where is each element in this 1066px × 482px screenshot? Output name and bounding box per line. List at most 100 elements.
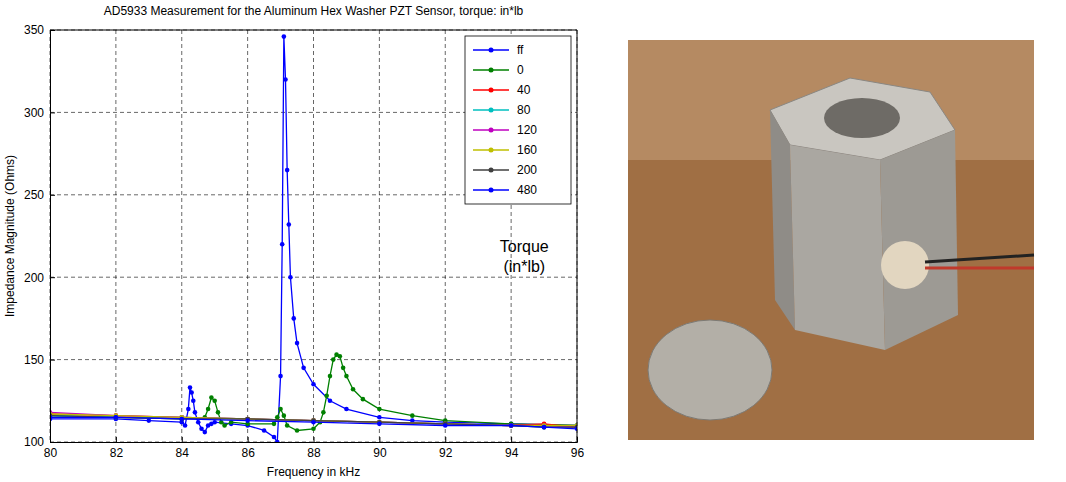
y-tick: 150 bbox=[24, 353, 55, 367]
legend-box bbox=[465, 36, 571, 204]
series-marker bbox=[179, 417, 184, 422]
series-marker bbox=[291, 316, 296, 321]
legend-marker bbox=[489, 48, 494, 53]
legend-marker bbox=[489, 168, 494, 173]
series-marker bbox=[542, 425, 547, 430]
photo-background bbox=[628, 40, 1034, 440]
x-axis-line bbox=[51, 437, 578, 443]
grid-line-x bbox=[379, 30, 380, 442]
y-tick-label: 250 bbox=[24, 188, 44, 202]
grid-line-x bbox=[445, 30, 446, 442]
y-axis-line bbox=[51, 31, 56, 443]
series-marker bbox=[282, 413, 287, 418]
y-tick-mark bbox=[50, 442, 55, 443]
x-tick-label: 82 bbox=[110, 446, 124, 460]
x-tick-mark bbox=[248, 437, 249, 442]
legend-label: 80 bbox=[517, 103, 531, 117]
series-marker bbox=[188, 385, 193, 390]
series-marker bbox=[288, 275, 293, 280]
photo-wall bbox=[628, 40, 1034, 160]
series-marker bbox=[285, 423, 290, 428]
x-tick-label: 80 bbox=[44, 446, 58, 460]
x-tick-label: 92 bbox=[439, 446, 453, 460]
legend-marker bbox=[489, 68, 494, 73]
y-tick-label: 100 bbox=[24, 435, 44, 449]
y-tick-label: 350 bbox=[24, 23, 44, 37]
y-tick-mark bbox=[50, 277, 55, 278]
hex-side bbox=[770, 110, 795, 330]
series-marker bbox=[179, 417, 184, 422]
series-marker bbox=[191, 399, 196, 404]
series-marker bbox=[285, 168, 290, 173]
grid-line-x bbox=[577, 30, 578, 442]
x-tick: 88 bbox=[307, 437, 321, 460]
y-tick-label: 300 bbox=[24, 106, 44, 120]
series-marker bbox=[410, 413, 415, 418]
y-tick-mark bbox=[50, 360, 55, 361]
x-tick: 82 bbox=[110, 437, 124, 460]
series-marker bbox=[272, 422, 277, 427]
y-axis-title: Impedance Magnitude (Ohms) bbox=[3, 155, 17, 317]
series-marker bbox=[189, 390, 194, 395]
x-tick: 92 bbox=[439, 437, 453, 460]
series-marker bbox=[216, 410, 221, 415]
series-group bbox=[50, 34, 577, 442]
series-marker bbox=[206, 407, 211, 412]
series-marker bbox=[311, 382, 316, 387]
series-marker bbox=[341, 366, 346, 371]
series-marker bbox=[245, 418, 250, 423]
legend-label: 0 bbox=[517, 63, 524, 77]
series-line bbox=[50, 414, 577, 426]
series-marker bbox=[283, 77, 288, 82]
series-marker bbox=[209, 395, 214, 400]
y-tick: 250 bbox=[24, 188, 55, 202]
legend-marker bbox=[489, 188, 494, 193]
hex-hole bbox=[824, 98, 900, 138]
series-marker bbox=[212, 420, 217, 425]
grid-line-y bbox=[50, 359, 577, 360]
x-tick-label: 96 bbox=[571, 446, 585, 460]
series-marker bbox=[114, 415, 119, 420]
grid-line-x bbox=[181, 30, 182, 442]
series-marker bbox=[262, 428, 267, 433]
x-tick: 90 bbox=[373, 437, 387, 460]
annotation: Torque bbox=[500, 238, 549, 255]
series-line bbox=[50, 37, 577, 442]
series-marker bbox=[344, 407, 349, 412]
legend-label: 160 bbox=[517, 143, 537, 157]
y-tick: 100 bbox=[24, 435, 55, 449]
series-marker bbox=[295, 341, 300, 346]
series-marker bbox=[280, 242, 285, 247]
series-marker bbox=[179, 417, 184, 422]
series-marker bbox=[377, 415, 382, 420]
series-marker bbox=[443, 423, 448, 428]
series-marker bbox=[509, 423, 514, 428]
series-marker bbox=[183, 423, 188, 428]
series-marker bbox=[331, 357, 336, 362]
x-tick: 86 bbox=[241, 437, 255, 460]
x-tick-mark bbox=[314, 437, 315, 442]
series-marker bbox=[114, 415, 119, 420]
series-marker bbox=[278, 407, 283, 412]
frame bbox=[50, 30, 577, 31]
series-marker bbox=[344, 374, 349, 379]
series-marker bbox=[286, 222, 291, 227]
hex-front bbox=[790, 145, 885, 350]
x-tick-mark bbox=[511, 437, 512, 442]
photo bbox=[628, 40, 1034, 440]
y-tick: 300 bbox=[24, 106, 55, 120]
wire bbox=[925, 267, 1034, 270]
series-marker bbox=[311, 427, 316, 432]
legend-marker bbox=[489, 148, 494, 153]
hex-front-right bbox=[880, 130, 958, 350]
grid-line-x bbox=[313, 30, 314, 442]
wire bbox=[925, 255, 1034, 262]
x-tick-mark bbox=[379, 437, 380, 442]
series-marker bbox=[509, 423, 514, 428]
chart-svg: 808284868890929496100150200250300350ff04… bbox=[0, 0, 1066, 482]
x-tick-label: 86 bbox=[241, 446, 255, 460]
x-tick-mark bbox=[182, 437, 183, 442]
series-marker bbox=[193, 410, 198, 415]
series-marker bbox=[114, 415, 119, 420]
y-tick-mark bbox=[50, 112, 55, 113]
